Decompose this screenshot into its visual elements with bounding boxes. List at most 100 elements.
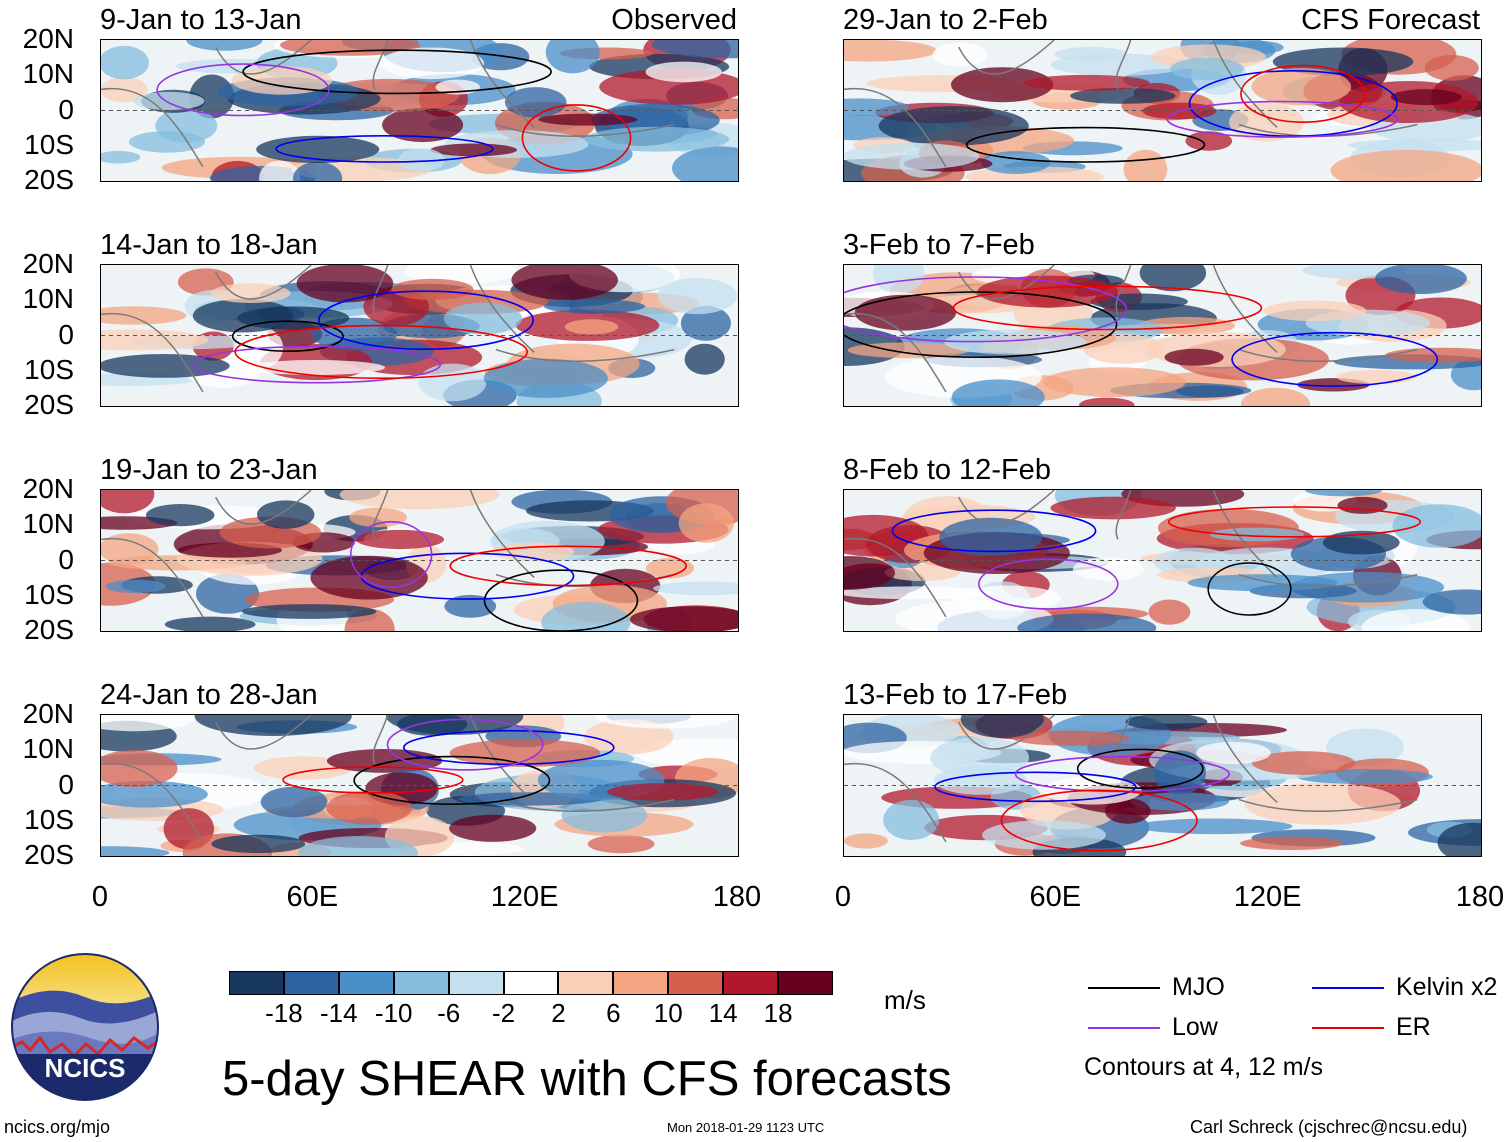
y-tick-label: 10N — [22, 508, 74, 540]
contour-er — [1240, 64, 1366, 124]
y-tick-label: 10S — [24, 803, 74, 835]
coastline — [844, 265, 1418, 393]
logo-text: NCICS — [45, 1053, 126, 1083]
contour-er — [1167, 506, 1422, 538]
panel-title: 3-Feb to 7-Feb — [843, 229, 1035, 261]
y-tick-label: 20N — [22, 698, 74, 729]
coastline — [101, 40, 675, 168]
colorbar-swatch — [283, 971, 339, 995]
contour-er — [282, 766, 464, 794]
map-panel — [843, 489, 1482, 632]
colorbar-tick-label: 18 — [763, 998, 793, 1028]
contour-low — [978, 558, 1119, 610]
legend-line-er — [1312, 1027, 1384, 1029]
colorbar-tick-label: -18 — [265, 998, 303, 1028]
panel-title: 9-Jan to 13-Jan — [100, 4, 302, 36]
y-tick-label: 10S — [24, 128, 74, 160]
contour-kelvin-x2 — [891, 509, 1097, 553]
y-tick-label: 20S — [24, 614, 74, 645]
contour-mjo — [231, 320, 344, 352]
contour-kelvin-x2 — [1188, 69, 1398, 138]
colorbar-tick-label: 10 — [653, 998, 683, 1028]
contour-low — [350, 520, 433, 589]
y-tick-label: 10N — [22, 733, 74, 765]
coastline — [101, 490, 675, 618]
colorbar-tick-label: 2 — [551, 998, 566, 1028]
y-tick-label: 0 — [58, 768, 74, 800]
contour-er — [521, 104, 632, 172]
y-tick-label: 20S — [24, 839, 74, 870]
y-tick-label: 20N — [22, 23, 74, 54]
legend-label: Kelvin x2 — [1396, 973, 1498, 1001]
contour-low — [844, 276, 1128, 343]
contour-kelvin-x2 — [1231, 331, 1439, 387]
contour-er — [449, 545, 688, 587]
contour-er — [1000, 789, 1198, 852]
footer-timestamp: Mon 2018-01-29 1123 UTC — [667, 1120, 825, 1135]
colorbar-swatch — [778, 971, 833, 995]
contour-mjo — [1207, 562, 1292, 616]
y-tick-label: 10S — [24, 353, 74, 385]
map-panel — [843, 714, 1482, 857]
map-panel — [843, 39, 1482, 182]
x-tick-label: 180 — [712, 881, 762, 913]
colorbar-tick-label: 14 — [708, 998, 738, 1028]
map-panel — [843, 264, 1482, 407]
y-tick-label: 0 — [58, 93, 74, 125]
y-tick-label: 10S — [24, 578, 74, 610]
legend-line-mjo — [1088, 987, 1160, 989]
panel-title: 29-Jan to 2-Feb — [843, 4, 1048, 36]
contour-mjo — [353, 755, 551, 806]
map-panel — [100, 39, 739, 182]
panel-title: 13-Feb to 17-Feb — [843, 679, 1068, 711]
panel-title: 14-Jan to 18-Jan — [100, 229, 318, 261]
colorbar-swatch — [668, 971, 724, 995]
colorbar-swatch — [558, 971, 614, 995]
legend-line-kelvin-x2 — [1312, 987, 1384, 989]
colorbar-swatch — [229, 971, 284, 995]
x-tick-label: 120E — [1233, 881, 1302, 913]
colorbar-tick-label: -6 — [437, 998, 461, 1028]
contour-low — [193, 345, 442, 384]
contour-mjo — [1076, 748, 1204, 790]
contour-kelvin-x2 — [275, 135, 494, 163]
colorbar-swatch — [613, 971, 669, 995]
colorbar-tick-label: -2 — [491, 998, 516, 1028]
x-tick-label: 0 — [91, 881, 109, 913]
map-panel — [100, 714, 739, 857]
contour-kelvin-x2 — [318, 290, 534, 351]
colorbar-tick-label: 6 — [606, 998, 621, 1028]
coastline — [101, 715, 675, 843]
panel-source-tag: CFS Forecast — [1301, 4, 1480, 36]
panel-source-tag: Observed — [611, 4, 737, 36]
panel-title: 8-Feb to 12-Feb — [843, 454, 1051, 486]
contour-low — [1166, 100, 1399, 138]
ncics-logo: NCICS — [10, 952, 160, 1102]
legend-note: Contours at 4, 12 m/s — [1084, 1053, 1324, 1081]
colorbar-tick-label: -10 — [374, 998, 413, 1028]
coastline — [844, 490, 1418, 618]
contour-mjo — [965, 126, 1206, 163]
colorbar-swatch — [393, 971, 449, 995]
chart-title: 5-day SHEAR with CFS forecasts — [222, 1052, 952, 1106]
contour-low — [156, 63, 330, 117]
legend-label: MJO — [1172, 973, 1225, 1001]
colorbar-swatch — [338, 971, 394, 995]
contour-er — [952, 285, 1263, 331]
legend-label: Low — [1172, 1013, 1218, 1041]
legend-label: ER — [1396, 1013, 1431, 1041]
x-tick-label: 180 — [1455, 881, 1505, 913]
x-tick-label: 120E — [490, 881, 559, 913]
contour-er — [234, 324, 529, 380]
y-tick-label: 0 — [58, 318, 74, 350]
units-label: m/s — [884, 985, 926, 1015]
colorbar-swatch — [503, 971, 559, 995]
y-tick-label: 20N — [22, 248, 74, 279]
footer-url[interactable]: ncics.org/mjo — [4, 1117, 111, 1137]
colorbar — [229, 971, 833, 995]
panel-title: 24-Jan to 28-Jan — [100, 679, 318, 711]
y-tick-label: 20N — [22, 473, 74, 504]
y-tick-label: 10N — [22, 283, 74, 315]
contour-mjo — [242, 49, 552, 95]
coastline — [844, 715, 1418, 843]
